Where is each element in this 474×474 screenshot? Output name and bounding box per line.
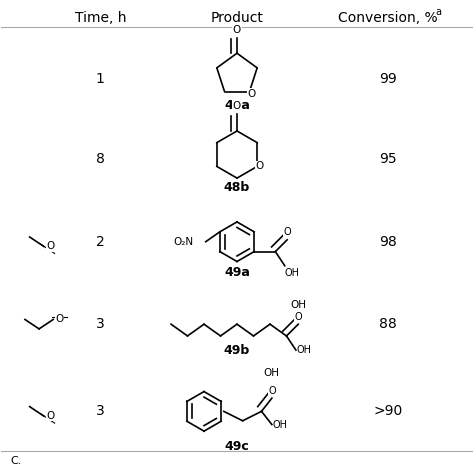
Text: OH: OH (285, 268, 300, 278)
Text: >90: >90 (373, 404, 402, 419)
Text: OH: OH (297, 345, 312, 355)
Text: 8: 8 (96, 152, 105, 166)
Text: 48a: 48a (224, 99, 250, 111)
Text: O: O (283, 228, 291, 237)
Text: 48b: 48b (224, 181, 250, 194)
Text: O: O (55, 314, 64, 325)
Text: 98: 98 (379, 235, 397, 249)
Text: 2: 2 (96, 235, 105, 249)
Text: Time, h: Time, h (74, 11, 126, 25)
Text: 3: 3 (96, 404, 105, 419)
Text: O: O (268, 386, 276, 396)
Text: Conversion, %: Conversion, % (338, 11, 438, 25)
Text: OH: OH (273, 419, 288, 429)
Text: O: O (233, 25, 241, 35)
Text: 95: 95 (379, 152, 397, 166)
Text: OH: OH (290, 300, 306, 310)
Text: O: O (46, 241, 55, 251)
Text: a: a (435, 7, 441, 17)
Text: 3: 3 (96, 317, 105, 331)
Text: 1: 1 (96, 72, 105, 86)
Text: 49b: 49b (224, 344, 250, 356)
Text: OH: OH (264, 368, 280, 378)
Text: 49c: 49c (225, 440, 249, 453)
Text: O₂N: O₂N (174, 237, 194, 246)
Text: 49a: 49a (224, 266, 250, 279)
Text: 88: 88 (379, 317, 397, 331)
Text: O: O (46, 411, 55, 421)
Text: O: O (248, 89, 256, 99)
Text: C.: C. (11, 456, 22, 466)
Text: 99: 99 (379, 72, 397, 86)
Text: Product: Product (210, 11, 264, 25)
Text: O: O (255, 161, 264, 171)
Text: O: O (294, 312, 302, 322)
Text: O: O (233, 101, 241, 111)
